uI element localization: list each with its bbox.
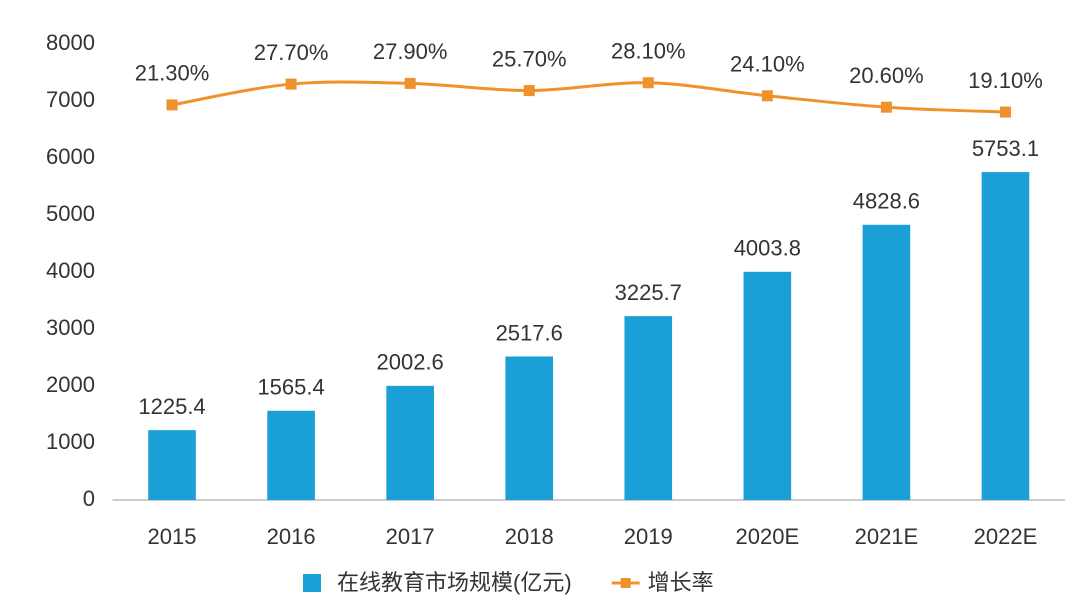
data-label: 2002.6 xyxy=(377,350,444,375)
legend-swatch xyxy=(303,574,321,592)
x-tick-label: 2017 xyxy=(386,524,435,549)
y-tick-label: 3000 xyxy=(46,315,95,340)
y-tick-label: 2000 xyxy=(46,372,95,397)
line-marker xyxy=(999,106,1011,118)
bar xyxy=(386,385,434,500)
y-tick-label: 4000 xyxy=(46,258,95,283)
x-tick-label: 2016 xyxy=(267,524,316,549)
y-tick-label: 6000 xyxy=(46,144,95,169)
bar xyxy=(981,172,1030,500)
bar xyxy=(743,271,792,500)
legend-swatch xyxy=(620,578,631,588)
data-label: 21.30% xyxy=(135,61,210,86)
x-tick-label: 2015 xyxy=(148,524,197,549)
bar xyxy=(862,224,911,500)
data-label: 1225.4 xyxy=(138,394,205,419)
bar xyxy=(267,410,315,500)
data-label: 20.60% xyxy=(849,63,924,88)
x-tick-label: 2022E xyxy=(974,524,1038,549)
data-label: 2517.6 xyxy=(496,320,563,345)
line-marker xyxy=(880,101,892,113)
data-label: 4003.8 xyxy=(734,236,801,261)
y-tick-label: 0 xyxy=(83,486,95,511)
x-tick-label: 2020E xyxy=(736,524,800,549)
y-tick-label: 7000 xyxy=(46,87,95,112)
data-label: 27.70% xyxy=(254,40,329,65)
data-label: 27.90% xyxy=(373,39,448,64)
data-label: 4828.6 xyxy=(853,189,920,214)
line-marker xyxy=(761,90,773,102)
line-marker xyxy=(166,99,178,111)
y-tick-label: 8000 xyxy=(46,30,95,55)
bar xyxy=(624,316,673,500)
data-label: 3225.7 xyxy=(615,280,682,305)
data-label: 25.70% xyxy=(492,46,567,71)
y-tick-label: 1000 xyxy=(46,429,95,454)
data-label: 1565.4 xyxy=(257,375,324,400)
bar xyxy=(505,356,554,500)
line-marker xyxy=(285,78,297,90)
x-tick-label: 2018 xyxy=(505,524,554,549)
data-label: 28.10% xyxy=(611,39,686,64)
line-marker xyxy=(523,85,535,97)
data-label: 19.10% xyxy=(968,68,1043,93)
data-label: 24.10% xyxy=(730,52,805,77)
bar xyxy=(148,430,196,500)
y-tick-label: 5000 xyxy=(46,201,95,226)
x-tick-label: 2019 xyxy=(624,524,673,549)
data-label: 5753.1 xyxy=(972,136,1039,161)
legend-label: 在线教育市场规模(亿元) xyxy=(337,570,572,595)
legend-label: 增长率 xyxy=(648,570,714,595)
x-tick-label: 2021E xyxy=(855,524,919,549)
line-marker xyxy=(642,77,654,89)
line-marker xyxy=(404,77,416,89)
